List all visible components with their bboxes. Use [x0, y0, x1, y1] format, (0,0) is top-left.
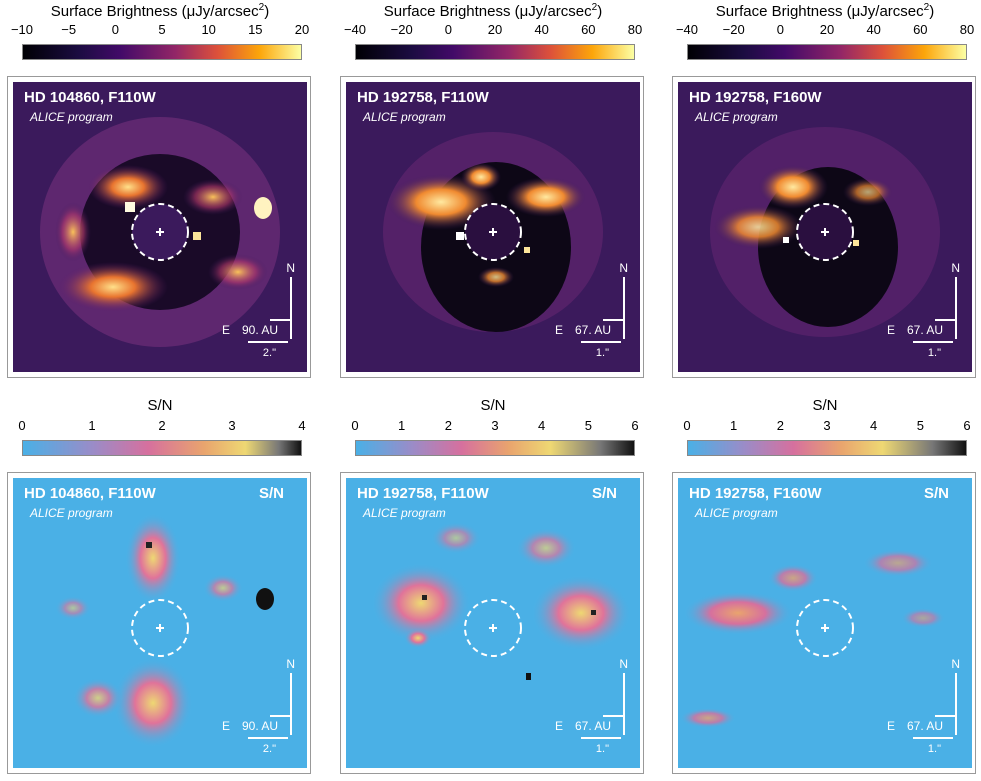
scale-bar: [581, 737, 621, 739]
compass-scale: N E 90. AU 2.": [222, 261, 295, 361]
compass-north-arrow: [290, 277, 292, 339]
column-hd192758-f160w: Surface Brightness (μJy/arcsec2) −40 −20…: [665, 0, 981, 781]
brightness-image: [678, 82, 972, 372]
compass-scale: N E 67. AU 1.": [887, 261, 960, 361]
scale-au-label: 67. AU: [574, 323, 611, 337]
compass-scale: N E 90. AU 2.": [222, 657, 295, 757]
compass-east-arrow: [270, 715, 292, 717]
colorbar-ticks-brightness: −40 −20 0 20 40 60 80: [675, 22, 975, 37]
compass-scale: N E 67. AU 1.": [887, 657, 960, 757]
compass-east-label: E: [887, 719, 896, 733]
colorbar-title-brightness: Surface Brightness (μJy/arcsec2): [50, 2, 270, 20]
panel-subtitle: ALICE program: [30, 506, 113, 520]
panel-title: HD 104860, F110W: [24, 89, 156, 106]
scale-arcsec-label: 2.": [262, 743, 276, 755]
colorbar-ticks-sn: 0 1 2 3 4: [18, 418, 306, 433]
panel-title: HD 192758, F110W: [357, 485, 489, 502]
colorbar-ticks-sn: 0 1 2 3 4 5 6: [351, 418, 639, 433]
panel-subtitle: ALICE program: [363, 506, 446, 520]
panel-subtitle: ALICE program: [695, 506, 778, 520]
panel-subtitle: ALICE program: [695, 110, 778, 124]
compass-east-arrow: [603, 715, 625, 717]
colorbar-ticks-brightness: −10 −5 0 5 10 15 20: [10, 22, 310, 37]
compass-east-arrow: [603, 319, 625, 321]
sn-image: [13, 478, 307, 768]
scale-arcsec-label: 2.": [262, 347, 276, 359]
colorbar-brightness: [355, 44, 635, 60]
compass-east-arrow: [935, 319, 957, 321]
colorbar-sn: [22, 440, 302, 456]
scale-arcsec-label: 1.": [927, 347, 941, 359]
compass-scale: N E 67. AU 1.": [555, 261, 628, 361]
compass-east-arrow: [935, 715, 957, 717]
panel-subtitle: ALICE program: [30, 110, 113, 124]
scale-arcsec-label: 1.": [595, 347, 609, 359]
scale-au-label: 90. AU: [241, 323, 278, 337]
compass-north-label: N: [951, 657, 960, 671]
scale-arcsec-label: 1.": [927, 743, 941, 755]
panel-title: HD 192758, F160W: [689, 89, 822, 106]
scale-bar: [248, 341, 288, 343]
sn-tag: S/N: [591, 485, 617, 502]
scale-au-label: 67. AU: [906, 719, 943, 733]
compass-north-label: N: [619, 261, 628, 275]
panel-title: HD 104860, F110W: [24, 485, 156, 502]
compass-east-label: E: [222, 719, 231, 733]
colorbar-title-sn: S/N: [147, 397, 173, 414]
colorbar-ticks-sn: 0 1 2 3 4 5 6: [683, 418, 971, 433]
compass-east-label: E: [555, 323, 564, 337]
scale-au-label: 90. AU: [241, 719, 278, 733]
panel-sn-hd192758-f160w: HD 192758, F160W ALICE program S/N N E 6…: [672, 472, 976, 774]
panel-sn-hd104860-f110w: HD 104860, F110W ALICE program S/N N E 9…: [7, 472, 311, 774]
colorbar-ticks-brightness: −40 −20 0 20 40 60 80: [343, 22, 643, 37]
sn-image: [346, 478, 640, 768]
compass-east-label: E: [555, 719, 564, 733]
colorbar-title-brightness: Surface Brightness (μJy/arcsec2): [715, 2, 935, 20]
compass-east-arrow: [270, 319, 292, 321]
scale-bar: [248, 737, 288, 739]
compass-north-arrow: [290, 673, 292, 735]
compass-scale: N E 67. AU 1.": [555, 657, 628, 757]
scale-au-label: 67. AU: [906, 323, 943, 337]
panel-sn-hd192758-f110w: HD 192758, F110W ALICE program S/N N E 6…: [340, 472, 644, 774]
column-hd192758-f110w: Surface Brightness (μJy/arcsec2) −40 −20…: [333, 0, 653, 781]
compass-east-label: E: [887, 323, 896, 337]
colorbar-title-sn: S/N: [480, 397, 506, 414]
compass-east-label: E: [222, 323, 231, 337]
panel-title: HD 192758, F160W: [689, 485, 822, 502]
scale-bar: [913, 737, 953, 739]
panel-title: HD 192758, F110W: [357, 89, 489, 106]
scale-bar: [913, 341, 953, 343]
compass-north-arrow: [955, 673, 957, 735]
scale-au-label: 67. AU: [574, 719, 611, 733]
panel-brightness-hd104860-f110w: HD 104860, F110W ALICE program N E 90. A…: [7, 76, 311, 378]
panel-brightness-hd192758-f110w: HD 192758, F110W ALICE program N E 67. A…: [340, 76, 644, 378]
sn-tag: S/N: [258, 485, 284, 502]
compass-north-label: N: [951, 261, 960, 275]
colorbar-brightness: [687, 44, 967, 60]
panel-subtitle: ALICE program: [363, 110, 446, 124]
brightness-image: [13, 82, 307, 372]
panel-brightness-hd192758-f160w: HD 192758, F160W ALICE program N E 67. A…: [672, 76, 976, 378]
compass-north-arrow: [623, 277, 625, 339]
colorbar-title-brightness: Surface Brightness (μJy/arcsec2): [383, 2, 603, 20]
compass-north-arrow: [955, 277, 957, 339]
sn-image: [678, 478, 972, 768]
brightness-image: [346, 82, 640, 372]
column-hd104860-f110w: Surface Brightness (μJy/arcsec2) −10 −5 …: [0, 0, 320, 781]
compass-north-label: N: [286, 261, 295, 275]
compass-north-arrow: [623, 673, 625, 735]
compass-north-label: N: [619, 657, 628, 671]
colorbar-sn: [355, 440, 635, 456]
compass-north-label: N: [286, 657, 295, 671]
colorbar-title-sn: S/N: [812, 397, 838, 414]
colorbar-sn: [687, 440, 967, 456]
sn-tag: S/N: [923, 485, 949, 502]
scale-arcsec-label: 1.": [595, 743, 609, 755]
colorbar-brightness: [22, 44, 302, 60]
scale-bar: [581, 341, 621, 343]
